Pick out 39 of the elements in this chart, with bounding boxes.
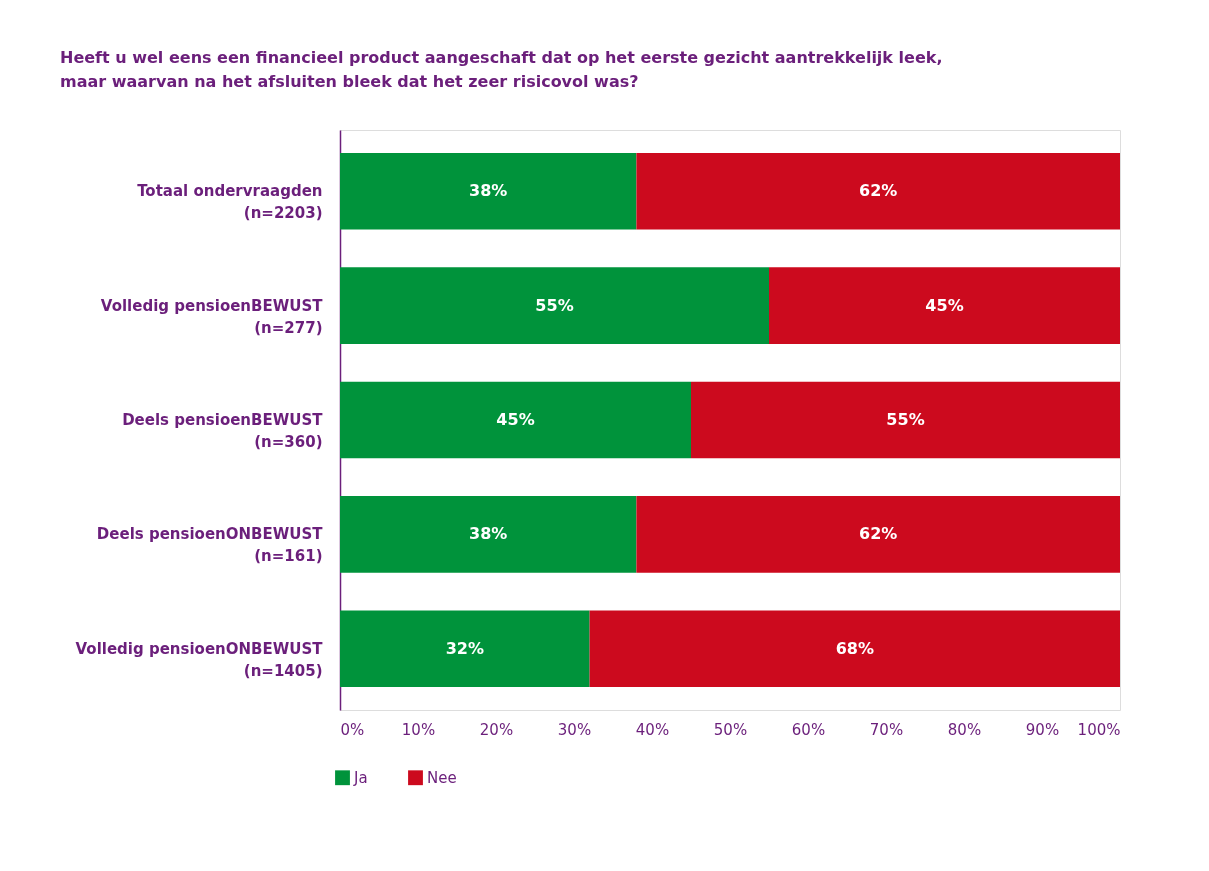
bar — [636, 496, 1120, 573]
y-tick-label: Totaal ondervraagden (n=2203) — [137, 182, 323, 223]
x-tick-label: 90% — [1025, 720, 1060, 739]
data-label: 62% — [859, 524, 898, 544]
x-tick-label: 40% — [635, 720, 670, 739]
data-label: 38% — [469, 524, 508, 544]
legend-label: Ja — [353, 768, 368, 787]
data-label: 55% — [535, 295, 574, 315]
x-tick-label: 0% — [340, 720, 365, 739]
legend-label: Nee — [427, 768, 457, 787]
x-tick-label: 70% — [869, 720, 904, 739]
data-label: 45% — [496, 410, 535, 429]
bar — [340, 152, 637, 230]
data-label: 38% — [469, 181, 508, 201]
data-label: 62% — [859, 181, 898, 201]
x-tick-label: 10% — [401, 720, 436, 739]
bar — [340, 267, 769, 344]
y-tick-label: Deels pensioenBEWUST (n=360) — [122, 411, 324, 451]
bar — [340, 610, 590, 688]
bar — [769, 267, 1120, 344]
chart-title: Heeft u wel eens een financieel product aangeschaft dat op het eerste gezicht aantrekkelijk leek, maar waarvan na het afsluiten bleek dat het zeer risicovol was? — [60, 48, 943, 91]
y-tick-label: Volledig pensioenONBEWUST (n=1405) — [75, 639, 324, 680]
bar — [636, 152, 1120, 230]
data-label: 45% — [925, 295, 964, 315]
x-tick-label: 80% — [947, 720, 982, 739]
data-label: 68% — [835, 638, 874, 658]
x-tick-label: 20% — [479, 720, 514, 739]
data-label: 55% — [886, 410, 925, 429]
y-tick-label: Volledig pensioenBEWUST (n=277) — [100, 296, 324, 337]
bar — [340, 381, 691, 459]
x-tick-label: 60% — [791, 720, 826, 739]
bar — [691, 381, 1120, 459]
y-tick-label: Deels pensioenONBEWUST (n=161) — [96, 525, 324, 566]
x-tick-label: 50% — [713, 720, 748, 739]
x-tick-label: 100% — [1077, 720, 1121, 739]
bar — [340, 496, 637, 573]
x-tick-label: 30% — [557, 720, 592, 739]
data-label: 32% — [445, 638, 484, 658]
bar — [589, 610, 1120, 688]
